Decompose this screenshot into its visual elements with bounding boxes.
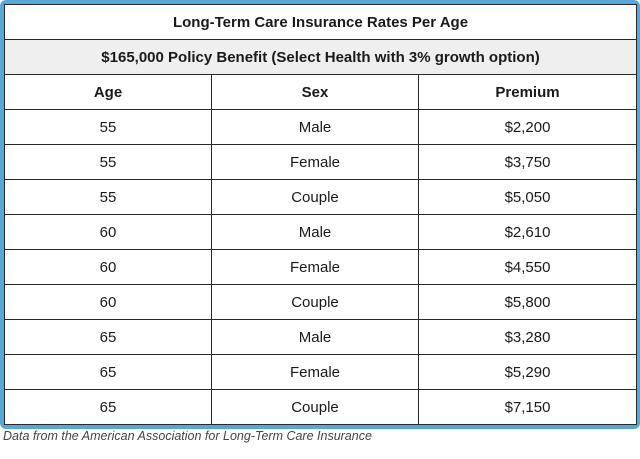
table-row: 55 Couple $5,050 <box>4 179 638 215</box>
cell-sex: Female <box>211 249 419 285</box>
table-row: 65 Female $5,290 <box>4 354 638 390</box>
column-header-sex: Sex <box>211 74 419 110</box>
table-frame: Long-Term Care Insurance Rates Per Age $… <box>0 0 640 429</box>
table-row: 55 Male $2,200 <box>4 109 638 145</box>
cell-age: 65 <box>4 319 212 355</box>
table-title: Long-Term Care Insurance Rates Per Age <box>3 4 638 40</box>
cell-premium: $7,150 <box>417 389 638 425</box>
cell-age: 60 <box>4 249 212 285</box>
table-row: 65 Couple $7,150 <box>4 389 638 425</box>
cell-age: 60 <box>4 284 212 320</box>
cell-premium: $4,550 <box>417 249 638 285</box>
rates-table: Long-Term Care Insurance Rates Per Age $… <box>3 4 638 425</box>
cell-age: 65 <box>4 354 212 390</box>
table-row: 60 Male $2,610 <box>4 214 638 250</box>
cell-premium: $3,750 <box>417 144 638 180</box>
cell-sex: Couple <box>211 284 419 320</box>
cell-premium: $5,800 <box>417 284 638 320</box>
table-subtitle: $165,000 Policy Benefit (Select Health w… <box>3 39 638 75</box>
table-row: 55 Female $3,750 <box>4 144 638 180</box>
cell-age: 55 <box>4 144 212 180</box>
cell-age: 60 <box>4 214 212 250</box>
cell-premium: $2,610 <box>417 214 638 250</box>
table-row: 60 Couple $5,800 <box>4 284 638 320</box>
cell-age: 55 <box>4 179 212 215</box>
cell-sex: Male <box>211 319 419 355</box>
cell-sex: Male <box>211 109 419 145</box>
column-header-premium: Premium <box>417 74 638 110</box>
table-container: Long-Term Care Insurance Rates Per Age $… <box>3 4 638 425</box>
cell-sex: Female <box>211 354 419 390</box>
source-caption: Data from the American Association for L… <box>3 429 372 443</box>
cell-premium: $3,280 <box>417 319 638 355</box>
column-header-age: Age <box>4 74 212 110</box>
cell-sex: Couple <box>211 389 419 425</box>
cell-premium: $5,290 <box>417 354 638 390</box>
cell-age: 65 <box>4 389 212 425</box>
cell-sex: Male <box>211 214 419 250</box>
cell-premium: $5,050 <box>417 179 638 215</box>
table-subtitle-row: $165,000 Policy Benefit (Select Health w… <box>3 39 638 75</box>
cell-sex: Female <box>211 144 419 180</box>
table-title-row: Long-Term Care Insurance Rates Per Age <box>3 4 638 40</box>
table-row: 65 Male $3,280 <box>4 319 638 355</box>
table-header-row: Age Sex Premium <box>4 74 638 110</box>
cell-sex: Couple <box>211 179 419 215</box>
cell-age: 55 <box>4 109 212 145</box>
cell-premium: $2,200 <box>417 109 638 145</box>
table-row: 60 Female $4,550 <box>4 249 638 285</box>
